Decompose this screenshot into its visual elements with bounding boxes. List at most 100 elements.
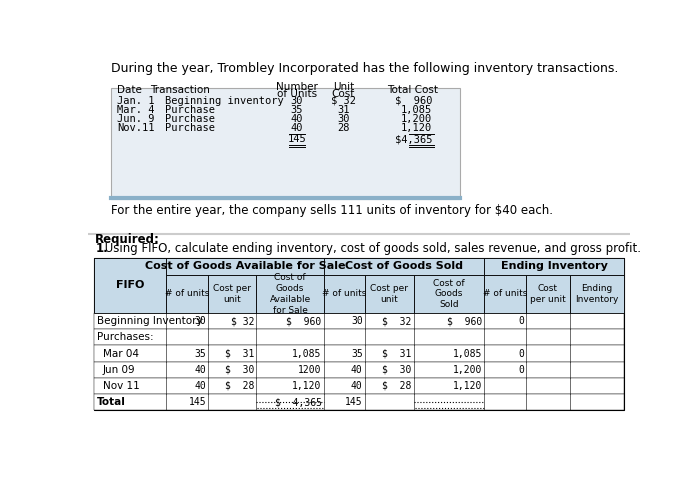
Bar <box>94 362 624 378</box>
Text: Jun 09: Jun 09 <box>103 365 136 375</box>
Text: $  31: $ 31 <box>382 348 412 359</box>
Text: Purchases:: Purchases: <box>97 333 153 342</box>
Text: 1,120: 1,120 <box>453 381 482 391</box>
Text: 40: 40 <box>195 365 206 375</box>
Text: 30: 30 <box>290 95 303 106</box>
Text: 1,085: 1,085 <box>401 105 433 115</box>
Text: 28: 28 <box>337 123 349 133</box>
Text: 0: 0 <box>518 316 524 326</box>
Text: Purchase: Purchase <box>165 105 215 115</box>
Text: $  960: $ 960 <box>447 316 482 326</box>
Text: 40: 40 <box>195 381 206 391</box>
Text: Date: Date <box>117 85 142 95</box>
Text: Mar. 4: Mar. 4 <box>117 105 155 115</box>
Text: 31: 31 <box>337 105 349 115</box>
Bar <box>526 275 570 313</box>
Text: $ 32: $ 32 <box>230 316 254 326</box>
Text: Using FIFO, calculate ending inventory, cost of goods sold, sales revenue, and g: Using FIFO, calculate ending inventory, … <box>102 242 641 255</box>
Text: 1,120: 1,120 <box>292 381 321 391</box>
Text: 145: 145 <box>345 397 363 407</box>
Bar <box>256 275 324 313</box>
Bar <box>365 275 414 313</box>
Text: 30: 30 <box>195 316 206 326</box>
Bar <box>414 275 484 313</box>
Bar <box>94 258 166 313</box>
Text: Ending Inventory: Ending Inventory <box>500 261 608 271</box>
Text: Beginning Inventory: Beginning Inventory <box>97 316 202 326</box>
Text: Cost of
Goods
Available
for Sale: Cost of Goods Available for Sale <box>270 273 311 314</box>
Text: Cost of
Goods
Sold: Cost of Goods Sold <box>433 278 465 309</box>
Bar <box>324 275 365 313</box>
Text: 0: 0 <box>518 348 524 359</box>
Text: 40: 40 <box>351 381 363 391</box>
Text: Unit: Unit <box>332 82 354 92</box>
Text: 145: 145 <box>188 397 206 407</box>
Text: Nov 11: Nov 11 <box>103 381 140 391</box>
Text: # of units: # of units <box>483 289 527 298</box>
Text: Mar 04: Mar 04 <box>103 348 139 359</box>
Text: 35: 35 <box>195 348 206 359</box>
Text: 1,120: 1,120 <box>401 123 433 133</box>
Text: 30: 30 <box>351 316 363 326</box>
Bar <box>484 258 624 275</box>
Text: Jun. 9: Jun. 9 <box>117 114 155 124</box>
Text: Total: Total <box>97 397 126 407</box>
Text: 145: 145 <box>288 134 306 144</box>
Bar <box>324 258 484 275</box>
Bar <box>94 329 624 345</box>
Text: FIFO: FIFO <box>116 280 144 290</box>
Bar <box>94 313 624 329</box>
Bar <box>166 258 324 275</box>
Text: For the entire year, the company sells 111 units of inventory for $40 each.: For the entire year, the company sells 1… <box>111 204 553 217</box>
Text: Nov.11: Nov.11 <box>117 123 155 133</box>
Bar <box>209 275 256 313</box>
Text: $ 32: $ 32 <box>330 95 356 106</box>
Text: $  28: $ 28 <box>382 381 412 391</box>
Text: 40: 40 <box>290 114 303 124</box>
Text: Transaction: Transaction <box>150 85 211 95</box>
Bar <box>111 88 459 199</box>
Text: 1,085: 1,085 <box>453 348 482 359</box>
Text: 35: 35 <box>290 105 303 115</box>
Text: $  30: $ 30 <box>225 365 254 375</box>
Bar <box>94 378 624 394</box>
Text: Cost per
unit: Cost per unit <box>214 284 251 304</box>
Text: Cost: Cost <box>332 89 355 99</box>
Bar <box>94 394 624 410</box>
Text: Cost
per unit: Cost per unit <box>530 284 566 304</box>
Text: $  4,365: $ 4,365 <box>274 397 321 407</box>
Text: During the year, Trombley Incorporated has the following inventory transactions.: During the year, Trombley Incorporated h… <box>111 62 618 75</box>
Text: 1,200: 1,200 <box>453 365 482 375</box>
Bar <box>94 345 624 362</box>
Text: 0: 0 <box>518 365 524 375</box>
Text: Number: Number <box>276 82 318 92</box>
Text: 40: 40 <box>290 123 303 133</box>
Text: $  30: $ 30 <box>382 365 412 375</box>
Text: 40: 40 <box>351 365 363 375</box>
Text: Cost of Goods Sold: Cost of Goods Sold <box>345 261 463 271</box>
Text: Purchase: Purchase <box>165 114 215 124</box>
Text: Required:: Required: <box>95 234 160 246</box>
Text: Beginning inventory: Beginning inventory <box>165 95 284 106</box>
Text: Ending
Inventory: Ending Inventory <box>575 284 618 304</box>
Text: $  31: $ 31 <box>225 348 254 359</box>
Text: 35: 35 <box>351 348 363 359</box>
Text: $4,365: $4,365 <box>395 134 433 144</box>
Text: 1,200: 1,200 <box>401 114 433 124</box>
Text: Jan. 1: Jan. 1 <box>117 95 155 106</box>
Text: Purchase: Purchase <box>165 123 215 133</box>
Text: Total Cost: Total Cost <box>388 85 438 95</box>
Text: $  960: $ 960 <box>395 95 433 106</box>
Text: 1,085: 1,085 <box>292 348 321 359</box>
Text: Cost per
unit: Cost per unit <box>370 284 408 304</box>
Text: of Units: of Units <box>276 89 317 99</box>
Bar <box>94 258 624 410</box>
Text: Cost of Goods Available for Sale: Cost of Goods Available for Sale <box>145 261 345 271</box>
Text: # of units: # of units <box>165 289 209 298</box>
Bar <box>570 275 624 313</box>
Bar <box>166 275 209 313</box>
Text: 1200: 1200 <box>298 365 321 375</box>
Bar <box>484 275 526 313</box>
Text: # of units: # of units <box>322 289 367 298</box>
Text: 1.: 1. <box>95 242 108 255</box>
